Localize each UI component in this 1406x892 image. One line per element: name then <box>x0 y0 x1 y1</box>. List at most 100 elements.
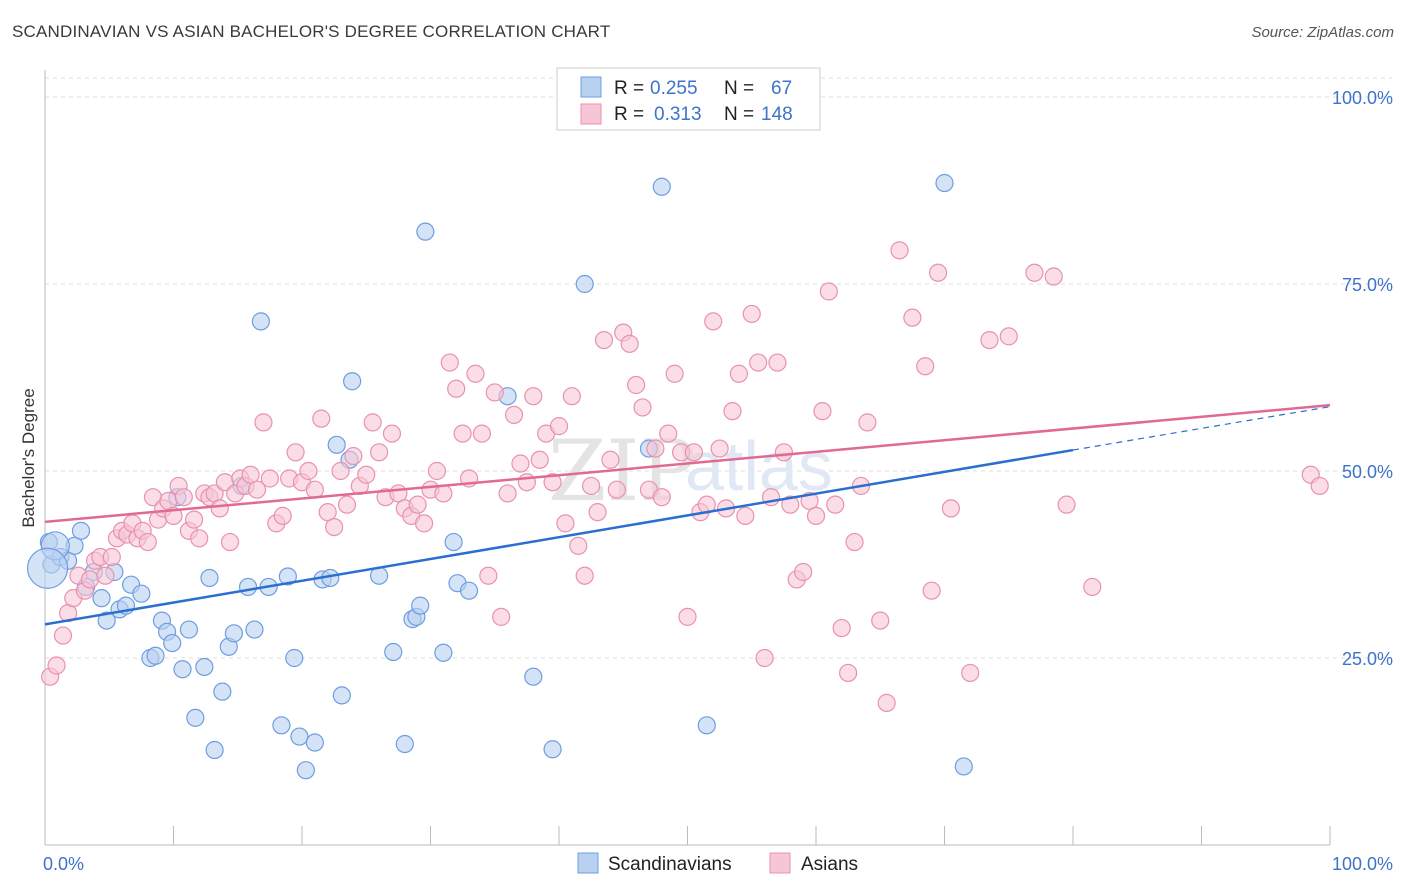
asians-point-143 <box>961 663 980 683</box>
top-legend: R = 0.255 N = 67 R = 0.313 N = 148 <box>556 67 821 131</box>
asians-point-60 <box>382 424 402 443</box>
asians-point-135 <box>871 611 890 630</box>
scandinavians-point-49 <box>395 734 414 754</box>
asians-point-98 <box>626 375 646 395</box>
scandinavians-point-21 <box>173 660 192 679</box>
asians-point-47 <box>299 461 318 481</box>
y-tick-label-2: 75.0% <box>1342 275 1393 295</box>
scandinavians-point-43 <box>327 435 346 454</box>
legend-n-value-1: 67 <box>771 78 792 99</box>
asians-point-49 <box>312 409 331 428</box>
asians-point-56 <box>357 465 376 484</box>
legend-n-label-1: N = <box>724 78 754 99</box>
scandinavians-point-63 <box>652 177 671 196</box>
asians-point-127 <box>813 402 832 421</box>
legend-swatch-asians <box>580 103 602 125</box>
asians-point-99 <box>633 398 652 417</box>
scandinavians-point-59 <box>524 667 543 686</box>
asians-point-103 <box>659 424 678 443</box>
asians-point-148 <box>1057 495 1076 514</box>
asians-point-102 <box>652 488 671 507</box>
asians-point-58 <box>370 443 389 462</box>
scandinavians-point-57 <box>459 581 479 600</box>
asians-point-106 <box>678 607 697 626</box>
asians-point-144 <box>980 331 999 350</box>
scandinavians-point-36 <box>278 567 297 586</box>
asians-point-51 <box>325 517 344 537</box>
asians-point-107 <box>684 443 704 462</box>
scandinavians-point-39 <box>296 761 315 780</box>
trend-layer <box>44 403 1331 626</box>
asians-point-10 <box>96 566 115 585</box>
asians-point-138 <box>903 308 922 327</box>
asians-point-140 <box>922 581 941 600</box>
asians-point-113 <box>723 402 742 421</box>
asians-point-69 <box>440 353 459 372</box>
y-tick-label-3: 100.0% <box>1332 88 1393 108</box>
bottom-legend-label-asians: Asians <box>801 854 858 875</box>
legend-r-label-1: R = <box>614 78 644 99</box>
scandinavians-point-27 <box>213 682 232 701</box>
scandinavians-point-29 <box>224 624 243 643</box>
scandinavians-point-66 <box>954 757 973 776</box>
scandinavians-point-61 <box>575 274 594 294</box>
asians-point-86 <box>549 417 569 436</box>
asians-point-101 <box>646 439 665 458</box>
asians-point-147 <box>1044 267 1063 286</box>
scandinavians-point-31 <box>238 577 258 597</box>
asians-point-92 <box>588 503 607 522</box>
scandinavians-point-25 <box>200 568 219 588</box>
asians-point-54 <box>344 446 363 466</box>
asians-point-83 <box>530 450 549 469</box>
asians-point-89 <box>569 536 588 555</box>
legend-n-value-2: 148 <box>761 104 793 125</box>
scandinavians-point-22 <box>179 620 199 639</box>
scandinavians-point-55 <box>444 532 463 552</box>
scandinavians-point-23 <box>186 708 205 727</box>
asians-point-128 <box>819 282 838 301</box>
scandinavians-point-40 <box>305 733 324 752</box>
asians-point-76 <box>485 383 504 402</box>
asians-point-28 <box>190 529 209 548</box>
asians-point-141 <box>928 263 948 282</box>
scandinavians-point-64 <box>697 716 716 735</box>
asians-point-34 <box>220 532 240 552</box>
scandinavians-point-60 <box>543 740 562 759</box>
asians-point-27 <box>184 510 204 529</box>
scandinavians-point-26 <box>205 740 224 760</box>
asians-point-32 <box>210 499 229 518</box>
asians-point-90 <box>575 566 594 585</box>
asians-point-67 <box>427 461 447 481</box>
asians-point-120 <box>768 353 787 372</box>
asians-point-77 <box>492 607 511 626</box>
asians-point-149 <box>1083 577 1102 597</box>
asians-point-82 <box>524 387 543 406</box>
asians-point-79 <box>504 405 524 424</box>
asians-point-88 <box>562 387 581 406</box>
scandinavians-point-65 <box>935 173 954 193</box>
asians-point-137 <box>890 241 909 260</box>
asians-point-2 <box>53 626 73 645</box>
scandinavians-point-24 <box>195 657 214 677</box>
asians-point-57 <box>363 413 382 432</box>
scandinavians-point-32 <box>245 620 264 639</box>
scandinavians-trend-line <box>44 448 1074 626</box>
y-tick-label-1: 50.0% <box>1342 462 1393 482</box>
y-tick-label-0: 25.0% <box>1342 649 1393 669</box>
points-layer <box>26 173 1329 780</box>
y-axis-title: Bachelor's Degree <box>19 388 38 527</box>
legend-r-value-2: 0.313 <box>654 104 702 125</box>
legend-r-label-2: R = <box>614 104 644 125</box>
scandinavians-point-14 <box>132 584 151 603</box>
asians-point-91 <box>582 476 601 496</box>
asians-point-18 <box>138 532 157 552</box>
asians-point-97 <box>620 334 639 353</box>
asians-point-126 <box>806 506 826 525</box>
scandinavians-point-33 <box>251 312 270 331</box>
x-tick-label-0: 0.0% <box>43 854 84 874</box>
asians-point-11 <box>102 547 121 567</box>
axes <box>44 70 1331 846</box>
chart-title: SCANDINAVIAN VS ASIAN BACHELOR'S DEGREE … <box>12 22 611 41</box>
scandinavians-point-9 <box>97 611 116 630</box>
asians-point-74 <box>472 424 491 443</box>
